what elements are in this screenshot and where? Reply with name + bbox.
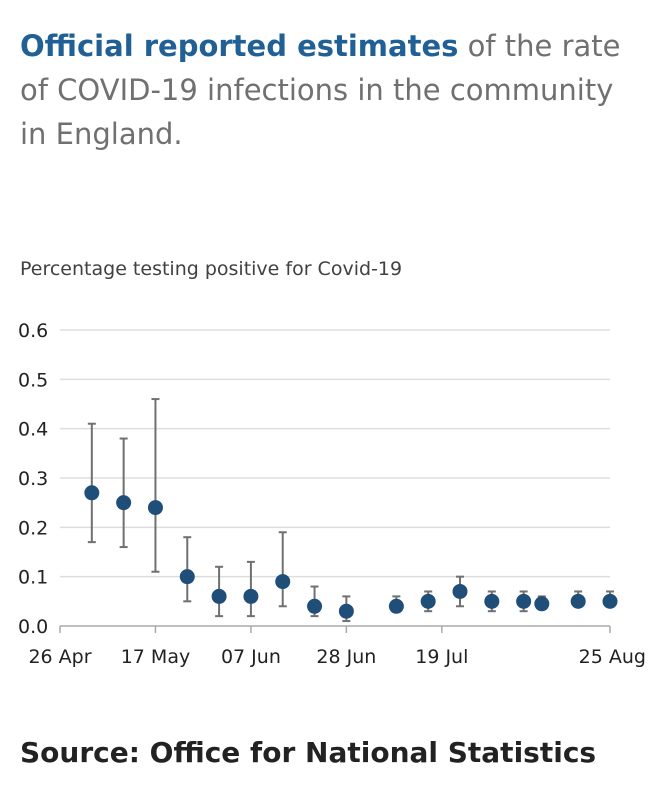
data-point bbox=[84, 485, 100, 501]
x-axis-ticks: 26 Apr 17 May 07 Jun 28 Jun 19 Jul 25 Aug bbox=[28, 626, 646, 668]
data-point bbox=[420, 593, 436, 609]
data-point bbox=[570, 593, 586, 609]
error-bar bbox=[119, 437, 128, 549]
title-highlight: Official reported estimates bbox=[20, 29, 459, 63]
y-tick-label: 0.4 bbox=[18, 419, 48, 441]
error-bar bbox=[87, 422, 96, 544]
data-point bbox=[516, 593, 532, 609]
x-tick-label: 07 Jun bbox=[221, 646, 281, 668]
x-tick-label: 25 Aug bbox=[579, 646, 646, 668]
data-point bbox=[275, 574, 291, 590]
data-point bbox=[602, 593, 618, 609]
data-point bbox=[211, 588, 227, 604]
x-tick-label: 17 May bbox=[121, 646, 191, 668]
source-note: Source: Office for National Statistics bbox=[20, 736, 597, 769]
x-tick-label: 28 Jun bbox=[316, 646, 376, 668]
x-tick-label: 26 Apr bbox=[28, 646, 91, 668]
data-point bbox=[452, 583, 468, 599]
error-bar bbox=[278, 531, 287, 608]
data-point bbox=[534, 596, 550, 612]
data-point bbox=[147, 500, 163, 516]
y-tick-label: 0.6 bbox=[18, 320, 48, 342]
data-point bbox=[338, 603, 354, 619]
data-point bbox=[179, 569, 195, 585]
y-tick-label: 0.2 bbox=[18, 517, 48, 539]
y-tick-label: 0.0 bbox=[18, 616, 48, 638]
error-bars bbox=[87, 398, 614, 623]
data-point bbox=[307, 598, 323, 614]
y-axis-ticks: 0.0 0.1 0.2 0.3 0.4 0.5 0.6 bbox=[18, 320, 48, 638]
error-bar bbox=[151, 398, 160, 573]
x-tick-label: 19 Jul bbox=[415, 646, 468, 668]
data-point bbox=[243, 588, 259, 604]
y-axis-label: Percentage testing positive for Covid-19 bbox=[20, 258, 403, 280]
scatter-chart: 0.0 0.1 0.2 0.3 0.4 0.5 0.6 26 Apr 17 May 07 Jun… bbox=[18, 320, 646, 668]
data-point bbox=[388, 598, 404, 614]
y-tick-label: 0.5 bbox=[18, 369, 48, 391]
data-points bbox=[84, 485, 618, 619]
title-rest: of the rate of COVID-19 infections in th… bbox=[20, 29, 621, 151]
y-tick-label: 0.1 bbox=[18, 567, 48, 589]
data-point bbox=[484, 593, 500, 609]
data-point bbox=[116, 495, 132, 511]
chart-title: Official reported estimates of the rate … bbox=[20, 24, 646, 156]
y-tick-label: 0.3 bbox=[18, 468, 48, 490]
gridlines bbox=[60, 329, 610, 578]
